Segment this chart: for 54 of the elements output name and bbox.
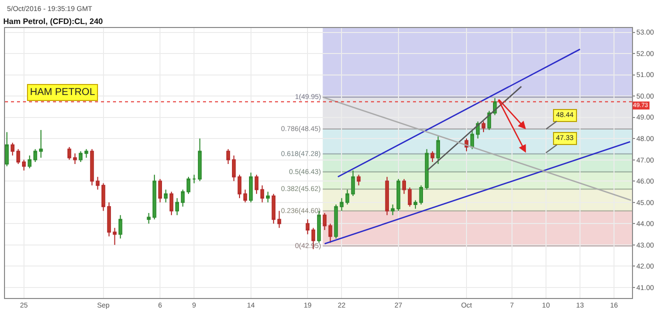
- candlestick: [277, 210, 282, 228]
- annotation: HAM PETROL: [30, 87, 96, 98]
- candlestick: [10, 142, 14, 156]
- candlestick: [96, 176, 100, 190]
- candlestick: [306, 218, 310, 235]
- candlestick: [5, 132, 9, 167]
- candlestick: [322, 212, 327, 230]
- candlestick: [170, 191, 174, 216]
- candlestick: [28, 155, 32, 169]
- candlestick: [175, 198, 180, 216]
- candlestick: [158, 178, 162, 203]
- candlestick: [328, 223, 332, 244]
- candlestick: [424, 148, 429, 190]
- candlestick: [90, 148, 94, 186]
- candlestick: [340, 198, 344, 212]
- candlestick: [260, 184, 264, 203]
- candlestick: [482, 121, 486, 133]
- candlestick: [198, 138, 202, 182]
- candlestick: [266, 191, 270, 203]
- candlestick: [84, 148, 88, 158]
- candlestick: [351, 170, 355, 196]
- candlestick: [390, 204, 395, 216]
- candlestick: [436, 136, 440, 165]
- candlestick: [33, 148, 38, 162]
- candlestick: [248, 172, 253, 203]
- chart-title: Ham Petrol, (CFD):CL, 240: [3, 16, 104, 26]
- candlestick: [22, 159, 26, 171]
- candlestick: [186, 176, 190, 194]
- candlestick: [118, 214, 122, 239]
- candlestick: [243, 189, 248, 203]
- candlestick: [152, 174, 156, 220]
- candlestick: [112, 227, 117, 246]
- candlestick: [402, 178, 406, 194]
- candlestick: [78, 150, 83, 162]
- candlestick: [146, 212, 151, 224]
- candlestick: [345, 189, 350, 205]
- candlestick: [101, 182, 106, 212]
- candlestick: [385, 176, 389, 216]
- candlestick: [254, 174, 258, 194]
- candlestick: [356, 174, 361, 186]
- candlestick: [67, 146, 72, 160]
- candlestick: [396, 178, 400, 212]
- candlestick: [164, 189, 168, 203]
- candlestick: [180, 189, 185, 208]
- candlestick: [430, 150, 434, 162]
- candlestick: [39, 130, 43, 158]
- candlestick: [226, 148, 230, 165]
- candlestick: [408, 186, 412, 208]
- candlestick: [272, 193, 276, 224]
- candlestick: [334, 204, 338, 239]
- candlestick: [16, 148, 20, 165]
- candlestick: [192, 174, 196, 184]
- candlestick: [107, 202, 111, 237]
- candlestick: [73, 152, 77, 165]
